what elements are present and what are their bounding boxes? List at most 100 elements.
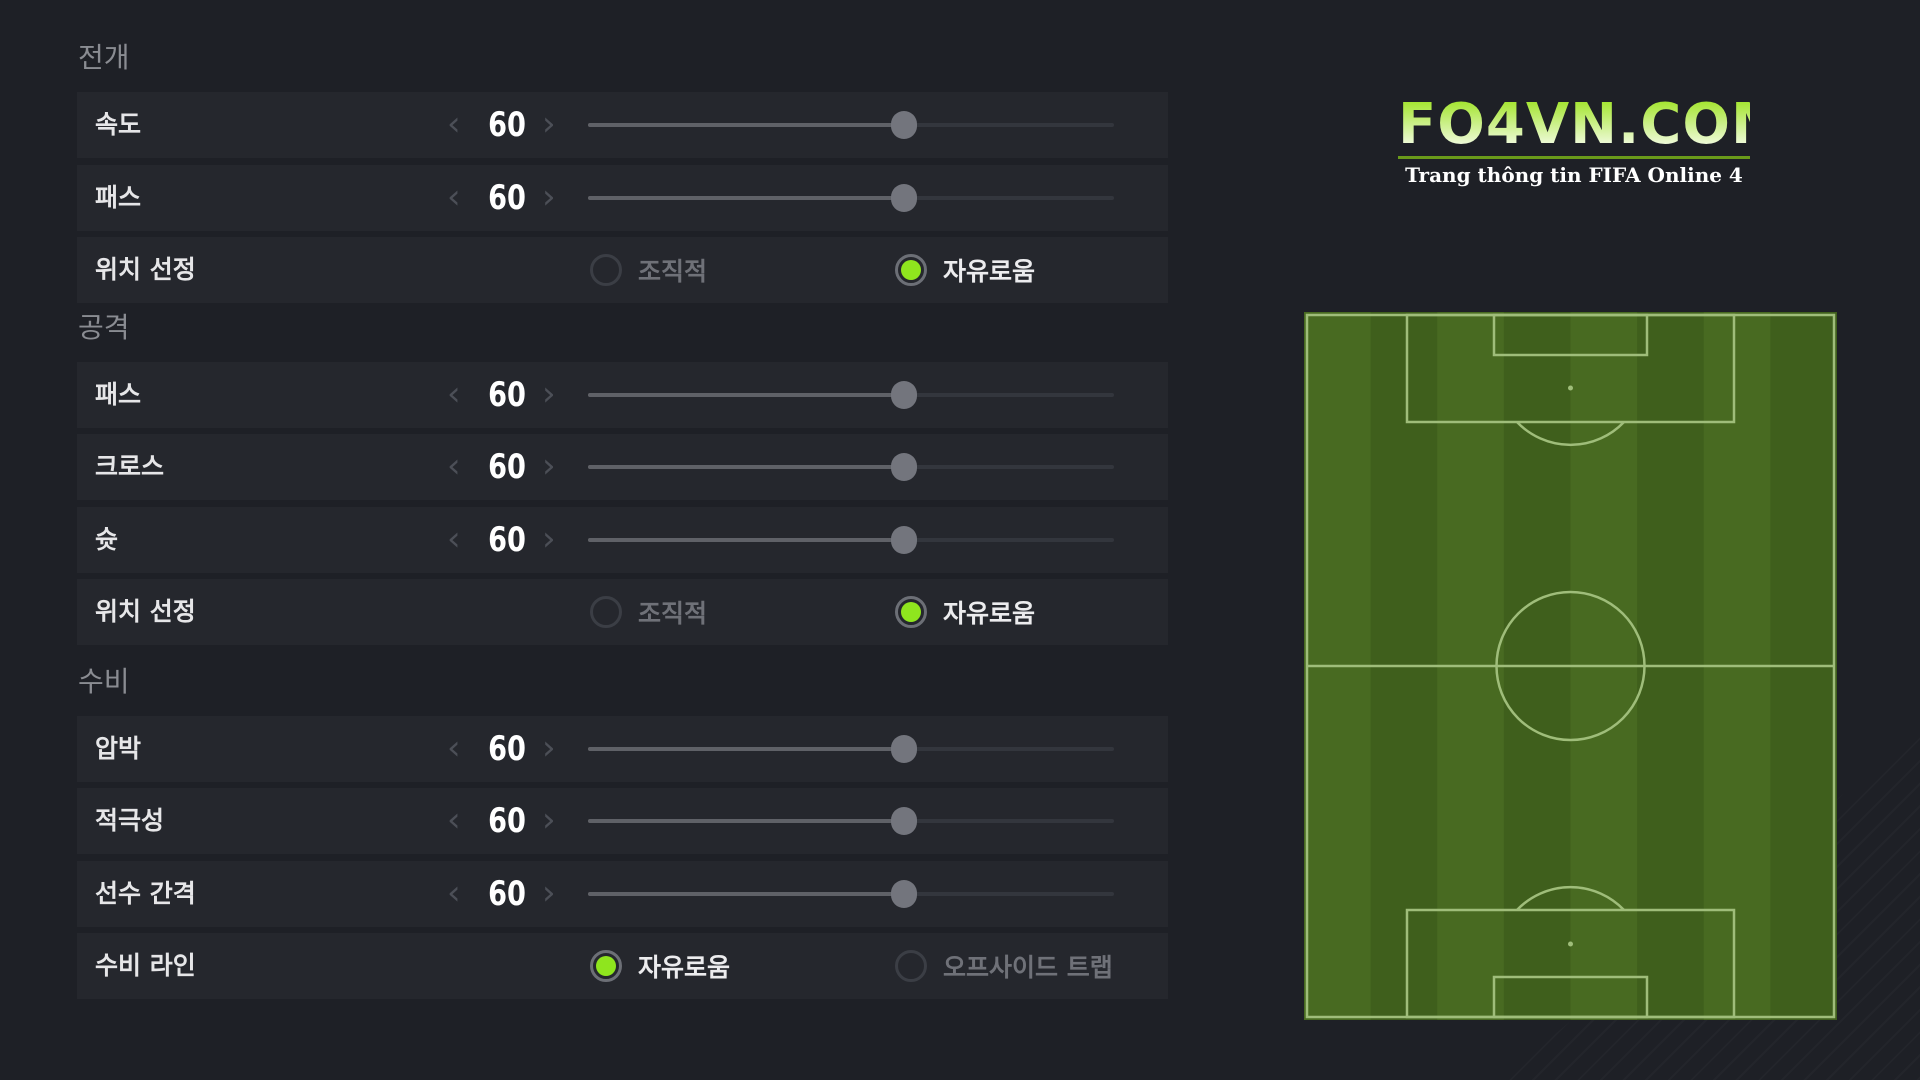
increase-chevron-right-icon[interactable]: › bbox=[542, 176, 556, 217]
tactic-row: 선수 간격 ‹ 60 › bbox=[77, 860, 1168, 927]
logo: FO4VN.COM Trang thông tin FIFA Online 4 bbox=[1398, 96, 1787, 187]
radio-button[interactable] bbox=[590, 596, 622, 628]
decrease-chevron-left-icon[interactable]: ‹ bbox=[447, 176, 461, 217]
increase-chevron-right-icon[interactable]: › bbox=[542, 800, 556, 840]
slider-track[interactable] bbox=[588, 453, 1114, 481]
slider-fill bbox=[588, 819, 904, 823]
section-title: 수비 bbox=[78, 664, 130, 698]
increase-chevron-right-icon[interactable]: › bbox=[542, 373, 556, 414]
slider-track[interactable] bbox=[588, 525, 1114, 554]
radio-button[interactable] bbox=[590, 254, 622, 286]
slider-fill bbox=[588, 465, 904, 469]
slider-value: 60 bbox=[488, 519, 526, 560]
radio-label: 자유로움 bbox=[638, 953, 731, 982]
radio-label: 오프사이드 트랩 bbox=[943, 953, 1113, 982]
increase-chevron-right-icon[interactable]: › bbox=[542, 104, 556, 144]
row-label: 슛 bbox=[95, 524, 119, 554]
row-label: 위치 선정 bbox=[95, 255, 196, 284]
slider-track[interactable] bbox=[588, 183, 1114, 212]
slider-value: 60 bbox=[488, 801, 526, 841]
decrease-chevron-left-icon[interactable]: ‹ bbox=[447, 446, 461, 486]
section-title: 공격 bbox=[78, 310, 130, 344]
slider-fill bbox=[588, 537, 904, 542]
tactic-row: 속도 ‹ 60 › bbox=[77, 92, 1168, 158]
tactic-row: 위치 선정 조직적 자유로움 bbox=[77, 579, 1168, 645]
row-label: 선수 간격 bbox=[95, 878, 196, 908]
radio-button[interactable] bbox=[895, 254, 927, 286]
radio-label: 자유로움 bbox=[943, 257, 1036, 286]
bottom-goal-box bbox=[1492, 975, 1649, 1019]
row-label: 압박 bbox=[95, 733, 142, 763]
row-label: 위치 선정 bbox=[95, 597, 196, 626]
center-circle bbox=[1495, 590, 1646, 742]
radio-label: 자유로움 bbox=[943, 599, 1036, 628]
slider-value: 60 bbox=[488, 105, 526, 145]
slider-value: 60 bbox=[488, 177, 526, 218]
increase-chevron-right-icon[interactable]: › bbox=[542, 446, 556, 486]
slider-value: 60 bbox=[488, 873, 526, 914]
slider-value: 60 bbox=[488, 728, 526, 769]
tactic-row: 패스 ‹ 60 › bbox=[77, 361, 1168, 428]
slider-fill bbox=[588, 746, 904, 751]
radio-button[interactable] bbox=[895, 950, 927, 982]
top-penalty-arc bbox=[1516, 421, 1625, 447]
row-label: 크로스 bbox=[95, 452, 165, 481]
radio-button[interactable] bbox=[590, 950, 622, 982]
tactic-row: 적극성 ‹ 60 › bbox=[77, 788, 1168, 854]
decrease-chevron-left-icon[interactable]: ‹ bbox=[447, 727, 461, 768]
slider-knob[interactable] bbox=[890, 111, 917, 139]
radio-option[interactable]: 조직적 bbox=[590, 579, 707, 645]
slider-knob[interactable] bbox=[890, 879, 917, 908]
top-goal-box bbox=[1492, 313, 1649, 357]
radio-label: 조직적 bbox=[638, 599, 708, 628]
top-penalty-spot bbox=[1568, 385, 1573, 391]
radio-option[interactable]: 조직적 bbox=[590, 237, 707, 303]
tactics-panel: 전개 속도 ‹ 60 › 패스 ‹ 60 › 위치 선정 조직적 자유로움 공격 패스 ‹ 60 › 크로스 ‹ 60… bbox=[77, 40, 1168, 1006]
increase-chevron-right-icon[interactable]: › bbox=[542, 518, 556, 559]
radio-label: 조직적 bbox=[638, 257, 708, 286]
slider-fill bbox=[588, 891, 904, 896]
slider-knob[interactable] bbox=[890, 453, 917, 481]
decrease-chevron-left-icon[interactable]: ‹ bbox=[447, 872, 461, 913]
slider-track[interactable] bbox=[588, 879, 1114, 908]
row-label: 패스 bbox=[95, 379, 142, 409]
slider-fill bbox=[588, 195, 904, 200]
slider-knob[interactable] bbox=[890, 807, 917, 835]
row-label: 수비 라인 bbox=[95, 951, 196, 980]
radio-option[interactable]: 자유로움 bbox=[895, 579, 1035, 645]
decrease-chevron-left-icon[interactable]: ‹ bbox=[447, 800, 461, 840]
slider-track[interactable] bbox=[588, 734, 1114, 763]
increase-chevron-right-icon[interactable]: › bbox=[542, 727, 556, 768]
slider-track[interactable] bbox=[588, 380, 1114, 409]
radio-option[interactable]: 오프사이드 트랩 bbox=[895, 933, 1113, 999]
section-title: 전개 bbox=[78, 41, 130, 74]
row-label: 패스 bbox=[95, 182, 142, 212]
row-label: 속도 bbox=[95, 110, 142, 139]
decrease-chevron-left-icon[interactable]: ‹ bbox=[447, 518, 461, 559]
tactic-row: 수비 라인 자유로움 오프사이드 트랩 bbox=[77, 933, 1168, 999]
slider-knob[interactable] bbox=[890, 734, 917, 763]
radio-option[interactable]: 자유로움 bbox=[895, 237, 1035, 303]
slider-fill bbox=[588, 392, 904, 397]
increase-chevron-right-icon[interactable]: › bbox=[542, 872, 556, 913]
slider-value: 60 bbox=[488, 374, 526, 415]
bottom-penalty-arc bbox=[1516, 885, 1625, 911]
slider-knob[interactable] bbox=[890, 183, 917, 212]
decrease-chevron-left-icon[interactable]: ‹ bbox=[447, 373, 461, 414]
tactic-row: 패스 ‹ 60 › bbox=[77, 164, 1168, 231]
tactic-row: 위치 선정 조직적 자유로움 bbox=[77, 237, 1168, 303]
slider-track[interactable] bbox=[588, 807, 1114, 835]
logo-subtitle: Trang thông tin FIFA Online 4 bbox=[1405, 163, 1743, 187]
tactic-row: 크로스 ‹ 60 › bbox=[77, 434, 1168, 500]
bottom-penalty-spot bbox=[1568, 941, 1573, 947]
slider-track[interactable] bbox=[588, 111, 1114, 139]
slider-knob[interactable] bbox=[890, 525, 917, 554]
radio-button[interactable] bbox=[895, 596, 927, 628]
tactic-row: 압박 ‹ 60 › bbox=[77, 715, 1168, 782]
slider-fill bbox=[588, 123, 904, 127]
radio-option[interactable]: 자유로움 bbox=[590, 933, 730, 999]
slider-knob[interactable] bbox=[890, 380, 917, 409]
logo-divider bbox=[1398, 156, 1750, 159]
pitch-diagram bbox=[1304, 312, 1837, 1020]
decrease-chevron-left-icon[interactable]: ‹ bbox=[447, 104, 461, 144]
